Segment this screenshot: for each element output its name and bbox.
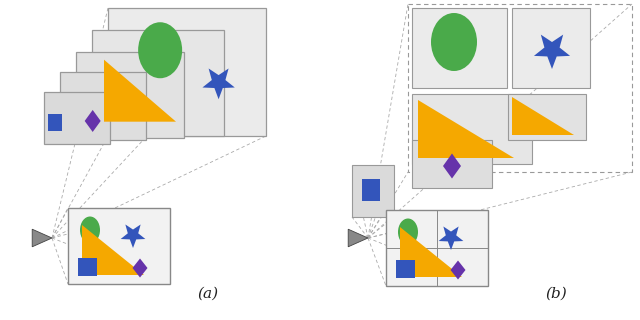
Polygon shape: [104, 60, 176, 122]
Bar: [48, 114, 62, 131]
Polygon shape: [202, 68, 235, 99]
Bar: [412, 8, 507, 88]
Bar: [76, 52, 184, 138]
Ellipse shape: [431, 13, 477, 71]
Bar: [78, 258, 97, 276]
Polygon shape: [443, 154, 461, 179]
Ellipse shape: [80, 217, 100, 244]
Bar: [508, 94, 586, 140]
Bar: [108, 8, 266, 136]
Bar: [512, 8, 590, 88]
Bar: [68, 208, 170, 284]
Bar: [396, 260, 415, 278]
Polygon shape: [400, 227, 462, 277]
Polygon shape: [418, 100, 514, 158]
Text: (b): (b): [545, 287, 567, 301]
Bar: [408, 4, 632, 172]
Polygon shape: [534, 35, 570, 69]
Polygon shape: [512, 97, 574, 135]
Polygon shape: [32, 229, 52, 247]
Polygon shape: [348, 229, 368, 247]
Bar: [352, 165, 394, 217]
Bar: [362, 179, 380, 201]
Bar: [60, 72, 146, 140]
Bar: [412, 94, 532, 164]
Bar: [92, 30, 224, 136]
Polygon shape: [120, 225, 145, 248]
Polygon shape: [438, 227, 463, 250]
Polygon shape: [451, 260, 465, 279]
Polygon shape: [84, 110, 100, 132]
Text: (a): (a): [197, 287, 219, 301]
Polygon shape: [82, 225, 144, 275]
Polygon shape: [132, 259, 147, 277]
Bar: [412, 140, 492, 188]
Bar: [386, 210, 488, 286]
Ellipse shape: [138, 22, 182, 78]
Ellipse shape: [398, 219, 418, 245]
Bar: [44, 92, 110, 144]
